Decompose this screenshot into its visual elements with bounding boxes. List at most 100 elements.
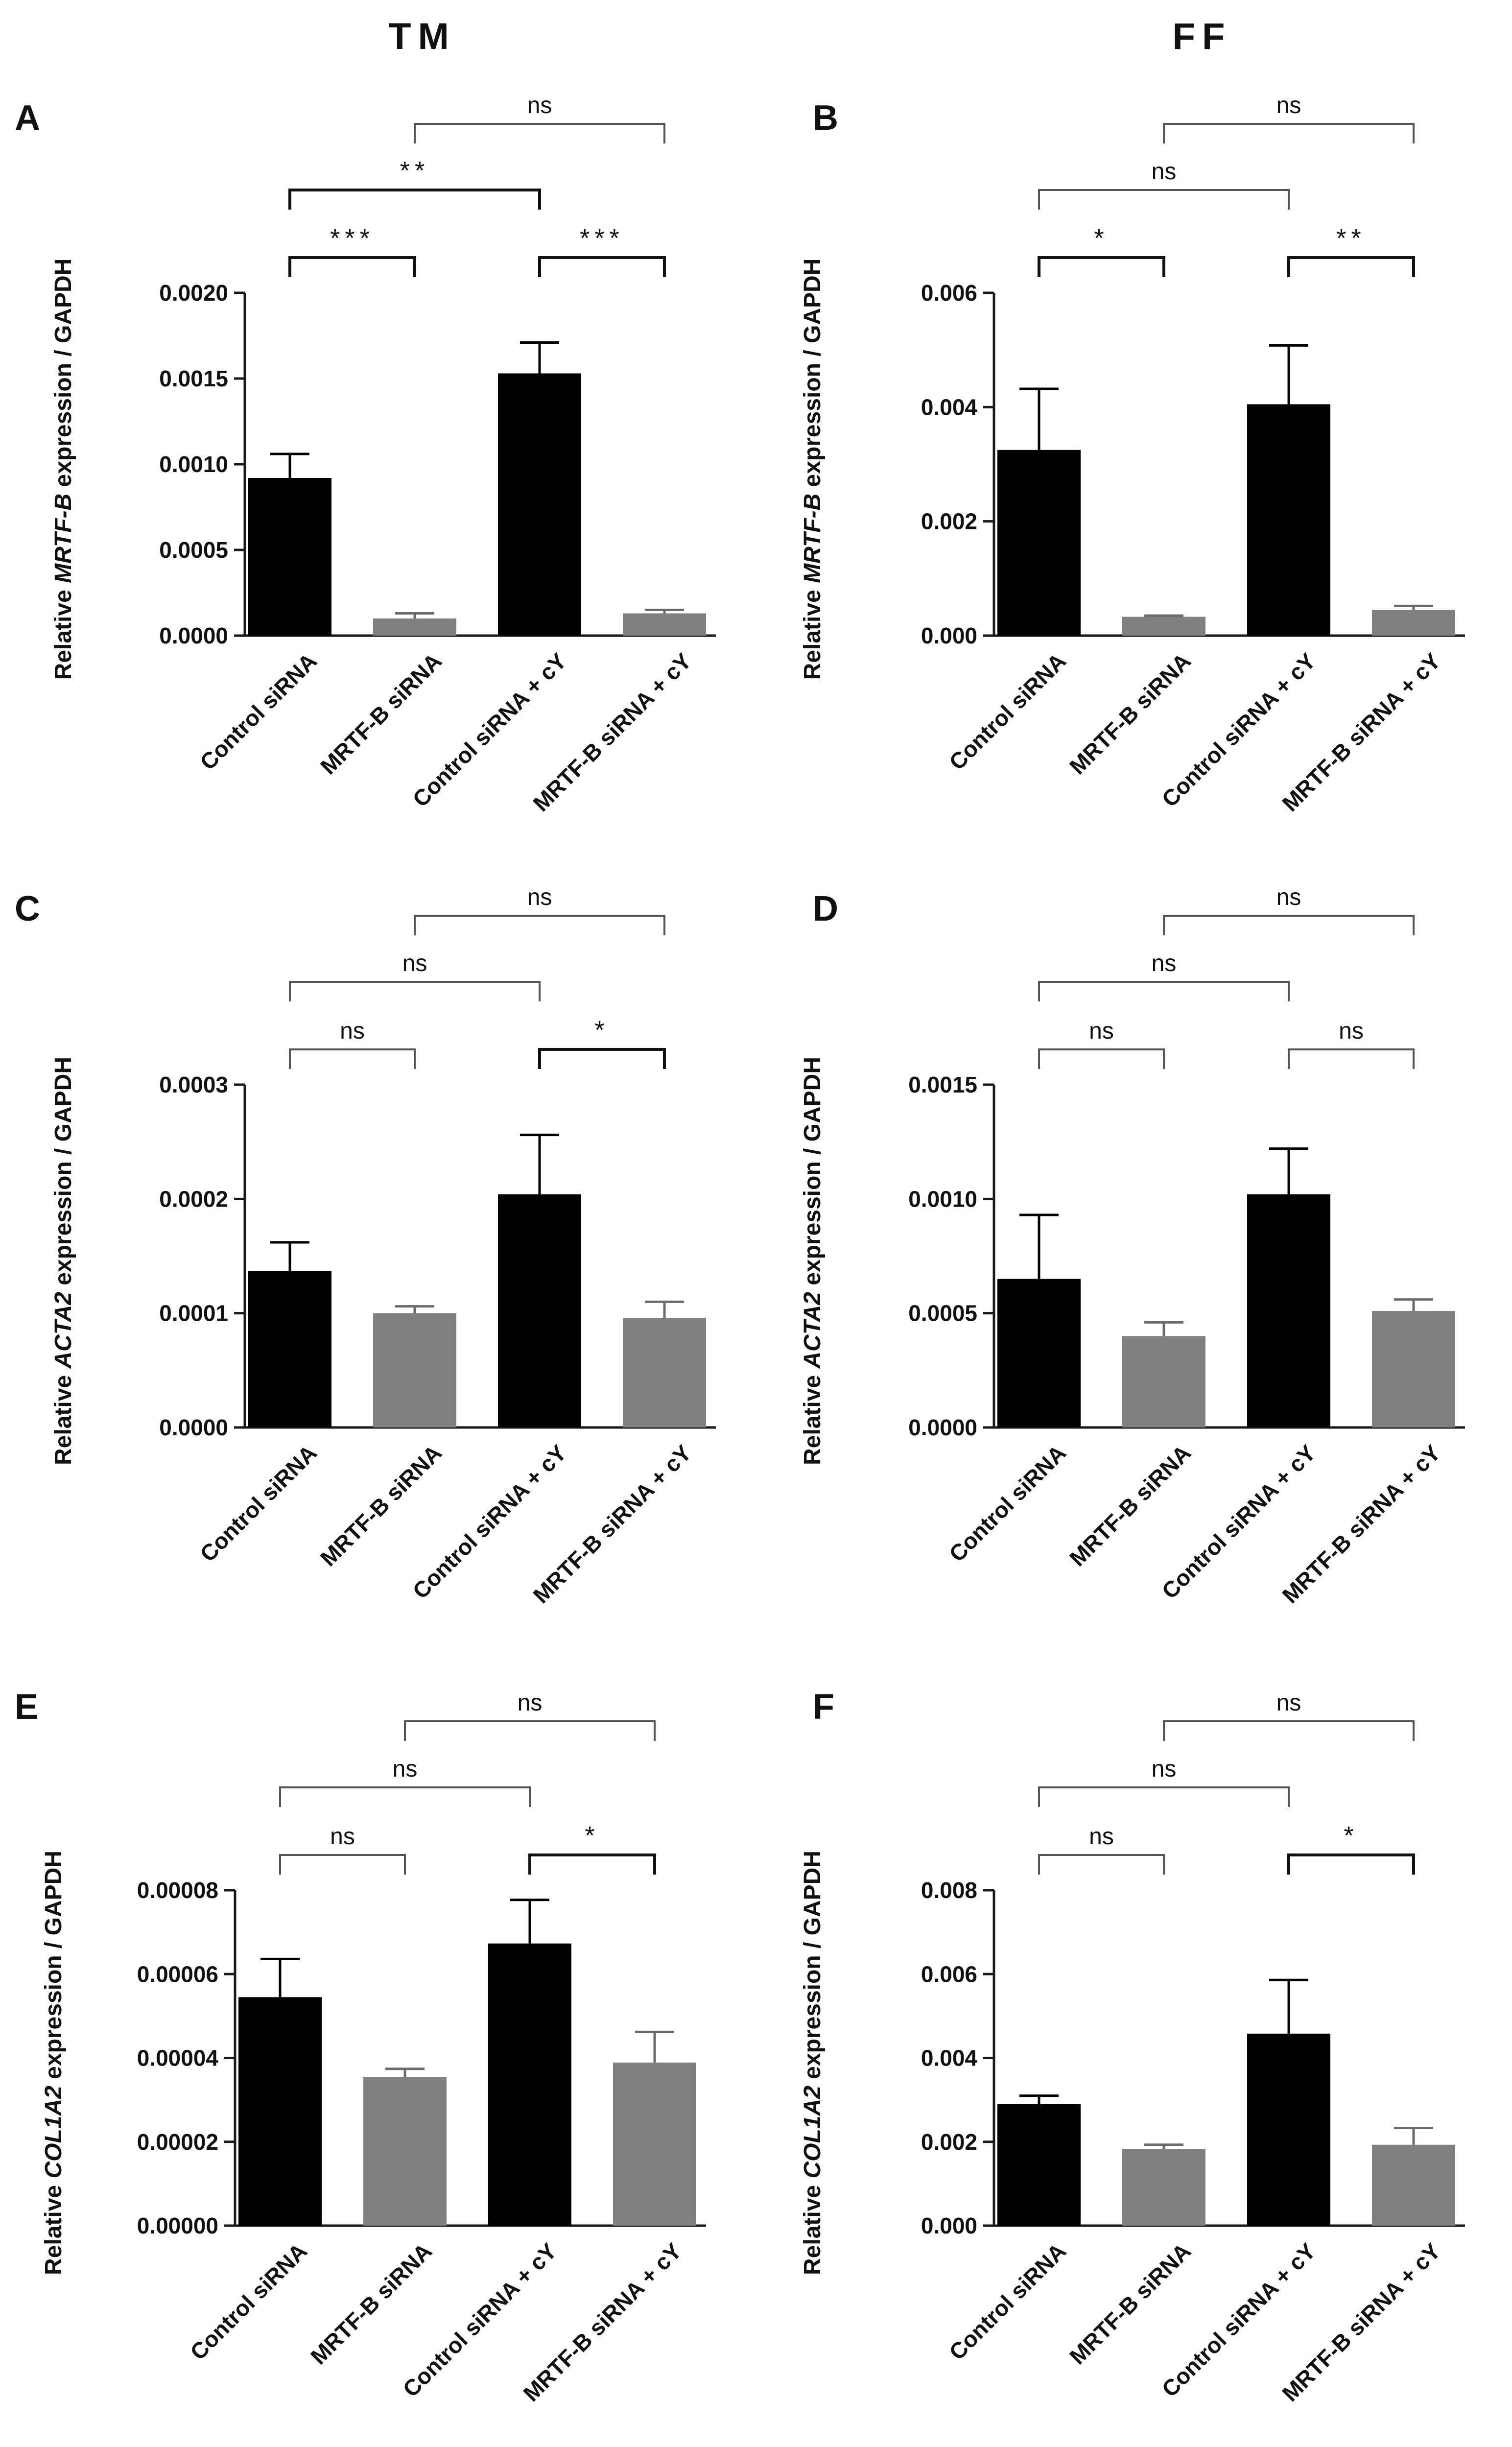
y-tick-label: 0.00002 [137,2129,218,2155]
y-tick-label: 0.0003 [159,1072,228,1097]
x-tick-label: MRTF-B siRNA [1064,648,1196,779]
significance-label: ns [527,93,552,119]
y-axis-label-gene: ACTA2 [800,1292,826,1369]
panel-letter: B [813,98,838,138]
panel-letter: D [813,889,838,928]
significance-bracket [1288,1048,1415,1069]
y-axis-label-gene: COL1A2 [800,2086,826,2179]
y-axis-label-suffix: expression / GAPDH [50,1057,76,1292]
significance-bracket [288,256,416,277]
significance-bracket [1163,123,1415,143]
significance-label: ns [518,1690,543,1716]
y-tick-label: 0.004 [921,2045,978,2071]
significance-bracket [289,981,541,1001]
x-tick-label: Control siRNA [944,2238,1071,2365]
significance-label: ns [1276,884,1301,910]
chart-panel-b: B 0.000 0.002 0.004 0.006 Relative MRTF-B exp… [800,93,1465,816]
bar [1247,404,1330,636]
bar [623,1318,706,1427]
y-tick-label: 0.0002 [159,1186,228,1212]
y-tick-label: 0.0000 [159,623,228,648]
significance-label: ns [1152,1756,1177,1782]
y-axis-label-suffix: expression / GAPDH [800,259,826,494]
significance-label: *** [580,224,624,253]
y-tick-label: 0.0020 [159,280,228,306]
y-tick-label: 0.000 [921,2213,977,2238]
significance-bracket [288,189,541,210]
bar [363,2077,447,2226]
y-axis-label-prefix: Relative [50,583,76,680]
significance-bracket [1038,981,1290,1001]
bar [248,1271,331,1427]
significance-label: ** [1336,224,1366,253]
y-axis-label: Relative MRTF-B expression / GAPDH [800,259,826,680]
x-tick-label: Control siRNA [944,648,1071,775]
significance-label: ns [1089,1018,1114,1044]
significance-bracket [404,1720,656,1741]
significance-bracket [1038,1854,1165,1875]
significance-bracket [1038,1048,1165,1069]
bar [373,1313,456,1427]
panel-letter: F [813,1687,834,1727]
y-axis-label: Relative COL1A2 expression / GAPDH [41,1851,67,2275]
y-axis-label-suffix: expression / GAPDH [800,1851,826,2086]
chart-panel-d: D 0.0000 0.0005 0.0010 0.0015 Relative ACTA2 … [800,884,1465,1608]
bar [1122,2149,1205,2226]
x-tick-label: Control siRNA [944,1440,1071,1567]
y-tick-label: 0.0015 [908,1072,977,1097]
bar [1122,617,1205,636]
panel-letter: A [15,98,40,138]
y-tick-label: 0.002 [921,509,977,534]
significance-bracket [528,1853,656,1875]
y-axis-label-gene: ACTA2 [50,1292,76,1369]
y-tick-label: 0.00006 [137,1961,218,1987]
y-tick-label: 0.004 [921,394,978,420]
y-tick-label: 0.008 [921,1877,977,1903]
significance-bracket [1038,256,1165,277]
y-tick-label: 0.006 [921,1961,977,1987]
bar [1247,2033,1330,2226]
bar [997,2104,1081,2226]
y-tick-label: 0.006 [921,280,977,306]
x-tick-label: Control siRNA [195,1440,322,1567]
significance-label: * [594,1016,609,1045]
significance-bracket [1287,1853,1415,1875]
significance-bracket [538,256,666,277]
significance-label: ns [1089,1824,1114,1850]
bar [498,373,581,636]
chart-panel-f: F 0.000 0.002 0.004 0.006 0.008 Relative COL1A… [800,1687,1465,2406]
y-axis-label-gene: COL1A2 [41,2086,67,2179]
bar [997,1279,1081,1427]
bar [498,1194,581,1427]
significance-bracket [289,1048,416,1069]
significance-label: ns [527,884,552,910]
y-axis-label-prefix: Relative [50,1369,76,1465]
y-axis-label-prefix: Relative [800,1369,826,1465]
y-axis-label: Relative COL1A2 expression / GAPDH [800,1851,826,2275]
significance-bracket [414,915,665,935]
bar [1247,1194,1330,1427]
bar [488,1943,571,2226]
significance-label: ns [393,1756,418,1782]
y-axis-label: Relative ACTA2 expression / GAPDH [50,1057,76,1465]
significance-label: ** [400,157,429,185]
significance-bracket [538,1048,666,1069]
significance-label: * [585,1822,599,1850]
chart-panel-c: C 0.0000 0.0001 0.0002 0.0003 Relative ACTA2 … [15,884,716,1608]
y-axis-label-suffix: expression / GAPDH [50,259,76,494]
chart-panel-a: A 0.0000 0.0005 0.0010 0.0015 0.0020 Relative … [15,93,716,816]
y-axis-label-prefix: Relative [800,2179,826,2275]
panels: A 0.0000 0.0005 0.0010 0.0015 0.0020 Relative … [15,93,1465,2406]
significance-label: ns [330,1824,355,1850]
significance-label: ns [1152,159,1177,185]
bar [1372,2144,1455,2226]
y-axis-label-gene: MRTF-B [50,494,76,583]
y-axis-label-suffix: expression / GAPDH [800,1057,826,1292]
y-tick-label: 0.002 [921,2129,977,2155]
bar [997,450,1081,636]
y-axis-label: Relative MRTF-B expression / GAPDH [50,259,76,680]
y-tick-label: 0.0001 [159,1301,228,1326]
bar [1372,1311,1455,1427]
y-tick-label: 0.0005 [159,537,228,563]
